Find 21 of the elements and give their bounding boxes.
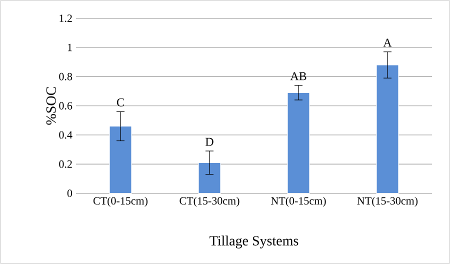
bar bbox=[198, 162, 221, 194]
y-tick-label: 0 bbox=[67, 190, 72, 197]
x-axis-title: Tillage Systems bbox=[210, 236, 298, 248]
bar bbox=[287, 92, 310, 194]
annotation: D bbox=[206, 138, 214, 146]
y-tick-label: 1 bbox=[68, 44, 72, 52]
bar bbox=[376, 64, 399, 194]
x-tick-label: CT(15-30cm) bbox=[180, 196, 240, 207]
y-axis-title: %SOC bbox=[46, 87, 56, 125]
y-tick-label: 0.4 bbox=[59, 131, 72, 139]
annotation: AB bbox=[290, 72, 306, 80]
x-tick-label: NT(0-15cm) bbox=[271, 196, 326, 207]
y-tick-label: 0.2 bbox=[59, 160, 72, 168]
x-tick-label: CT(0-15cm) bbox=[93, 196, 148, 207]
annotation: C bbox=[116, 98, 124, 106]
y-tick-label: 0.8 bbox=[59, 72, 72, 80]
y-tick-label: 0.6 bbox=[59, 102, 72, 110]
annotation: A bbox=[383, 38, 392, 47]
bar bbox=[109, 126, 132, 194]
x-tick-label: NT(15-30cm) bbox=[357, 196, 418, 207]
y-tick-label: 1.2 bbox=[60, 14, 72, 22]
